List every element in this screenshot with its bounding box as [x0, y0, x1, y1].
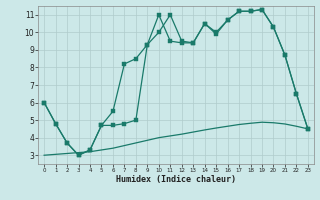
X-axis label: Humidex (Indice chaleur): Humidex (Indice chaleur) — [116, 175, 236, 184]
